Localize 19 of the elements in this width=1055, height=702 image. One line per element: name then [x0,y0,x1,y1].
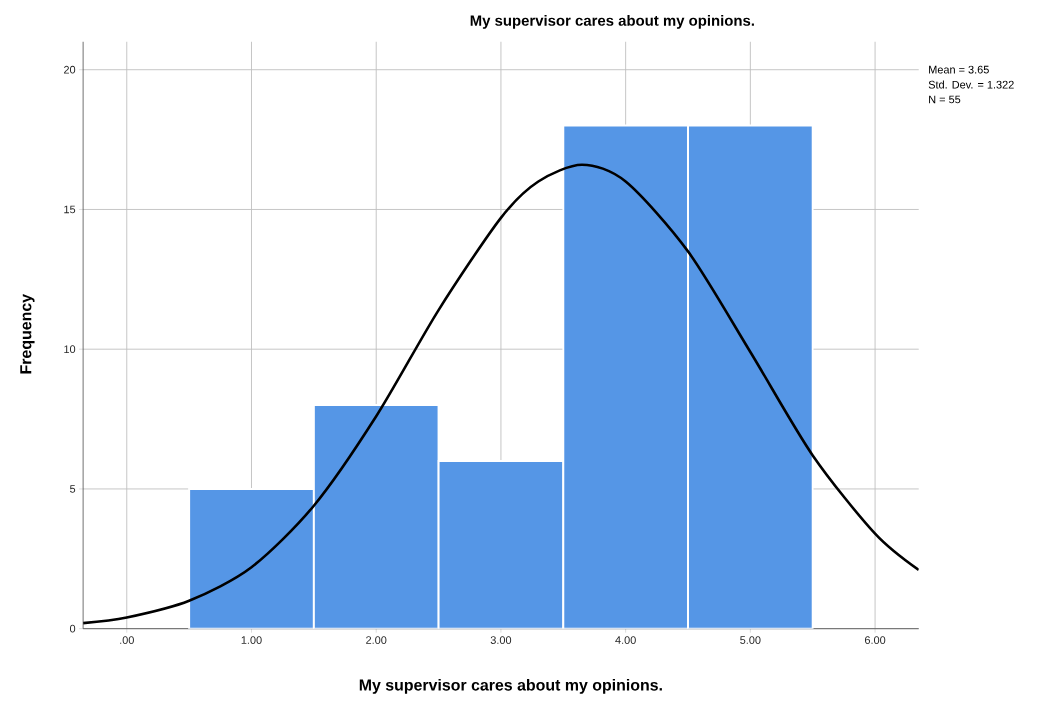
text: Std. Dev. = 1.322 [928,80,1014,89]
y-tick-label: 10 [64,345,76,353]
y-tick-label: 20 [64,65,76,74]
x-tick-label: 3.00 [490,636,512,644]
x-tick-label: 6.00 [864,636,886,644]
y-tick-label: 15 [64,205,76,214]
text: N = 55 [929,95,961,104]
x-axis-title: My supervisor cares about my opinions. [359,678,662,694]
text: Mean = 3.65 [929,65,989,74]
line-series [83,163,919,625]
x-tick-label: 1.00 [241,636,262,644]
y-axis-title: Frequency [20,293,35,374]
x-tick-label: .00 [120,636,134,644]
y-tick-label: 5 [69,484,76,493]
x-tick-label: 2.00 [366,636,387,644]
x-tick-label: 5.00 [740,636,761,644]
y-tick-label: 0 [69,624,76,633]
x-tick-label: 4.00 [615,636,636,644]
chart-title: My supervisor cares about my opinions. [470,14,754,29]
